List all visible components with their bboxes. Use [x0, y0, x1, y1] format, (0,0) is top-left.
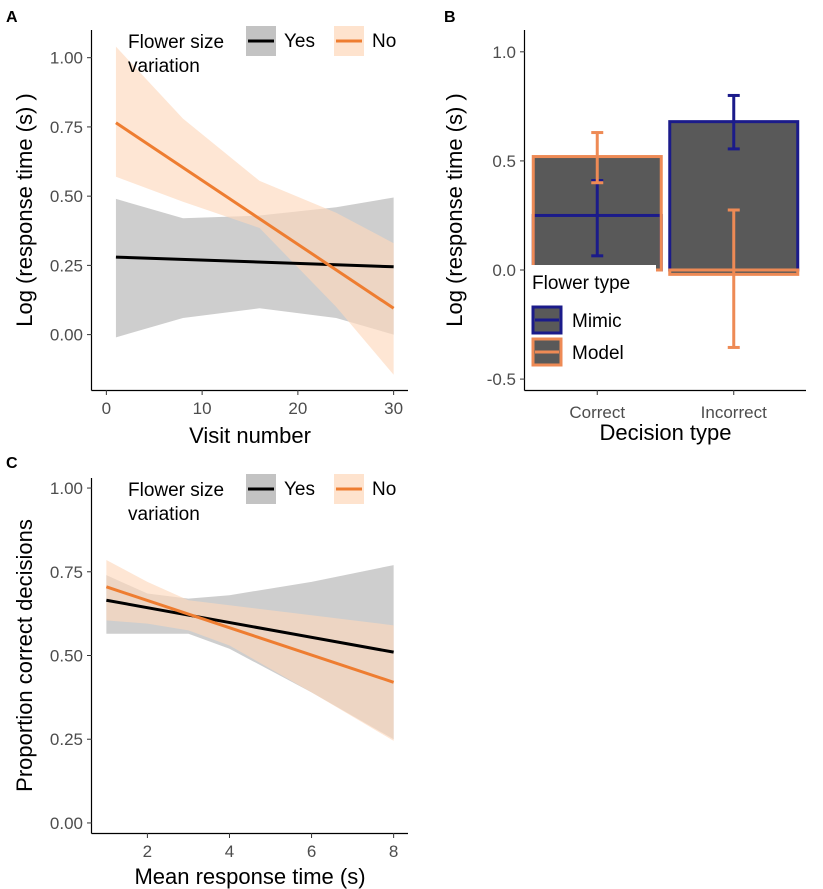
panel-label: B — [444, 9, 456, 26]
y-tick-label: 0.75 — [50, 563, 83, 582]
y-tick-label: 0.75 — [50, 118, 83, 137]
x-tick-label: Incorrect — [701, 403, 767, 422]
legend-title-line: variation — [128, 56, 200, 77]
y-axis-title: Log (response time (s) ) — [442, 93, 467, 327]
legend-label-no: No — [372, 479, 396, 500]
x-tick-label: 6 — [307, 842, 316, 861]
regression-line-no — [115, 121, 395, 310]
x-tick-label: 2 — [143, 842, 152, 861]
y-tick-label: -0.5 — [487, 370, 516, 389]
y-tick-label: 0.0 — [492, 261, 516, 280]
x-tick-label: 20 — [288, 399, 307, 418]
legend-title-line: variation — [128, 504, 200, 525]
legend-title: Flower type — [532, 273, 630, 294]
y-tick-label: 1.0 — [492, 43, 516, 62]
y-tick-label: 0.00 — [50, 814, 83, 833]
y-axis-title: Log (response time (s) ) — [12, 93, 37, 327]
legend-label-no: No — [372, 31, 396, 52]
y-tick-label: 0.50 — [50, 187, 83, 206]
regression-line-yes — [106, 598, 394, 654]
legend-label-model: Model — [572, 343, 624, 364]
y-tick-label: 0.50 — [50, 647, 83, 666]
ci-band-no — [106, 560, 394, 741]
y-tick-label: 0.5 — [492, 152, 516, 171]
x-tick-label: 30 — [384, 399, 403, 418]
y-tick-label: 1.00 — [50, 49, 83, 68]
panel-label: C — [6, 455, 18, 472]
x-tick-label: Correct — [569, 403, 625, 422]
legend-title-line: Flower size — [128, 32, 224, 53]
x-axis-title: Decision type — [599, 420, 731, 445]
legend-label-yes: Yes — [284, 31, 315, 52]
regression-line-no — [105, 585, 395, 684]
y-tick-label: 0.25 — [50, 730, 83, 749]
regression-line-yes — [115, 255, 394, 269]
x-tick-label: 4 — [225, 842, 234, 861]
y-axis-title: Proportion correct decisions — [12, 519, 37, 792]
x-tick-label: 8 — [389, 842, 398, 861]
x-tick-label: 10 — [193, 399, 212, 418]
y-tick-label: 0.00 — [50, 326, 83, 345]
legend-label-yes: Yes — [284, 479, 315, 500]
legend-label-mimic: Mimic — [572, 311, 622, 332]
ci-band-no — [115, 46, 394, 375]
x-axis-title: Visit number — [189, 423, 311, 448]
legend-title-line: Flower size — [128, 480, 224, 501]
x-tick-label: 0 — [102, 399, 111, 418]
x-axis-title: Mean response time (s) — [134, 864, 365, 889]
panel-label: A — [6, 9, 18, 26]
y-tick-label: 0.25 — [50, 256, 83, 275]
y-tick-label: 1.00 — [50, 479, 83, 498]
